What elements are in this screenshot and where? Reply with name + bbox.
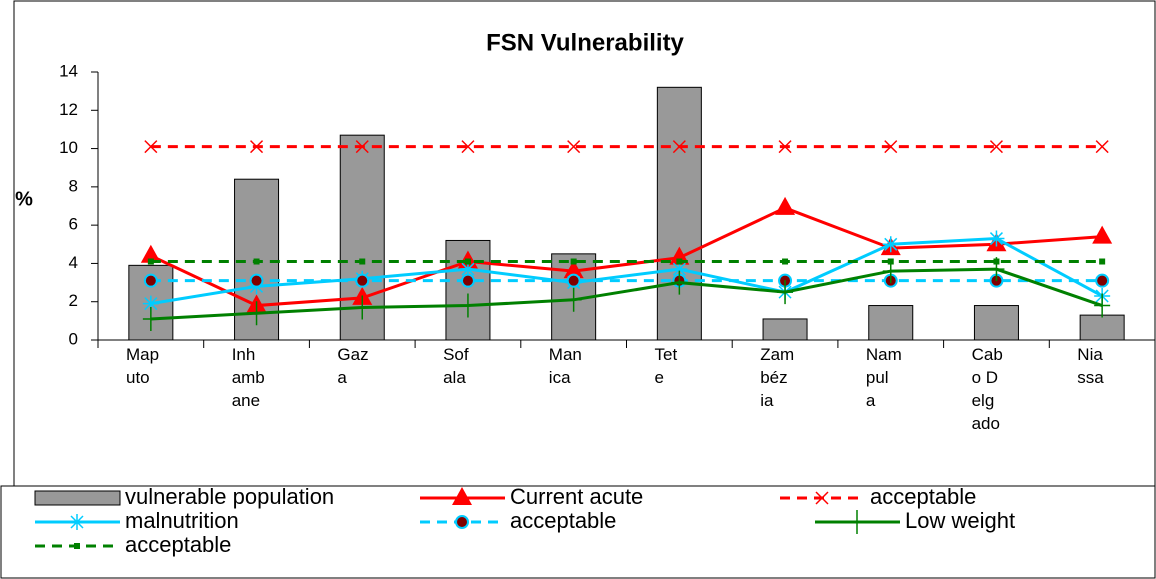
bar xyxy=(868,305,914,341)
line xyxy=(150,206,1103,308)
marker xyxy=(1099,258,1106,265)
marker xyxy=(464,258,471,265)
marker xyxy=(147,258,154,265)
x-tick-label: Tet e xyxy=(655,345,678,387)
marker xyxy=(142,306,159,331)
marker xyxy=(1094,293,1111,318)
marker xyxy=(143,273,158,288)
line xyxy=(150,237,1103,306)
marker xyxy=(1095,140,1109,154)
marker xyxy=(1095,273,1110,288)
bar xyxy=(656,86,702,341)
chart-title: FSN Vulnerability xyxy=(486,29,684,56)
y-tick-label: 0 xyxy=(69,329,78,348)
line xyxy=(150,267,1103,321)
marker xyxy=(250,140,264,154)
y-tick-label: 6 xyxy=(69,215,78,234)
bar xyxy=(1079,314,1125,341)
bar xyxy=(762,318,808,341)
marker xyxy=(144,140,158,154)
bar xyxy=(973,305,1019,341)
x-tick-label: Gaz a xyxy=(337,345,368,387)
legend-label: Current acute xyxy=(510,484,643,509)
marker xyxy=(672,140,686,154)
marker xyxy=(775,196,796,215)
marker xyxy=(355,140,369,154)
marker xyxy=(993,258,1000,265)
x-tick-label: Nia ssa xyxy=(1077,345,1104,387)
legend-marker xyxy=(849,510,865,534)
marker xyxy=(887,258,894,265)
y-tick-label: 14 xyxy=(59,61,78,80)
legend-label: acceptable xyxy=(125,532,231,557)
x-tick-label: Zam béz ia xyxy=(760,345,794,410)
marker xyxy=(567,140,581,154)
legend-marker xyxy=(69,514,85,530)
marker xyxy=(570,258,577,265)
legend-marker xyxy=(815,491,829,505)
x-tick-label: Sof ala xyxy=(443,345,469,387)
marker xyxy=(461,140,475,154)
marker xyxy=(140,244,161,263)
marker xyxy=(248,301,265,326)
marker xyxy=(459,261,476,278)
legend-label: acceptable xyxy=(510,508,616,533)
marker xyxy=(459,293,476,318)
legend-label: malnutrition xyxy=(125,508,239,533)
marker xyxy=(142,295,159,312)
marker xyxy=(671,270,688,295)
legend-label: Low weight xyxy=(905,508,1015,533)
y-tick-label: 8 xyxy=(69,176,78,195)
legend-label: acceptable xyxy=(870,484,976,509)
marker xyxy=(676,258,683,265)
marker xyxy=(74,543,80,549)
legend-label: vulnerable population xyxy=(125,484,334,509)
marker xyxy=(69,514,85,530)
marker xyxy=(460,273,475,288)
x-tick-label: Map uto xyxy=(126,345,159,387)
legend-box xyxy=(0,485,1156,579)
marker xyxy=(355,273,370,288)
marker xyxy=(452,487,472,505)
marker xyxy=(249,273,264,288)
y-tick-label: 12 xyxy=(59,100,78,119)
marker xyxy=(1092,225,1113,244)
y-tick-label: 4 xyxy=(69,253,78,272)
marker xyxy=(884,140,898,154)
marker xyxy=(882,236,899,253)
x-tick-label: Nam pul a xyxy=(866,345,902,410)
legend-marker xyxy=(455,515,469,529)
marker xyxy=(815,491,829,505)
legend-marker xyxy=(452,487,472,505)
x-tick-label: Inh amb ane xyxy=(232,345,265,410)
marker xyxy=(566,273,581,288)
y-axis-label: % xyxy=(15,188,33,210)
marker xyxy=(989,140,1003,154)
marker xyxy=(563,260,584,279)
marker xyxy=(455,515,469,529)
marker xyxy=(354,295,371,320)
y-tick-label: 10 xyxy=(59,138,78,157)
x-tick-label: Man ica xyxy=(549,345,582,387)
marker xyxy=(777,280,794,305)
marker xyxy=(849,510,865,534)
marker xyxy=(782,258,789,265)
legend-swatch xyxy=(34,490,121,506)
legend-marker xyxy=(74,543,80,549)
marker xyxy=(778,140,792,154)
marker xyxy=(565,287,582,312)
marker xyxy=(253,258,260,265)
marker xyxy=(671,261,688,278)
y-tick-label: 2 xyxy=(69,291,78,310)
bar xyxy=(445,239,491,341)
marker xyxy=(359,258,366,265)
marker xyxy=(988,230,1005,247)
